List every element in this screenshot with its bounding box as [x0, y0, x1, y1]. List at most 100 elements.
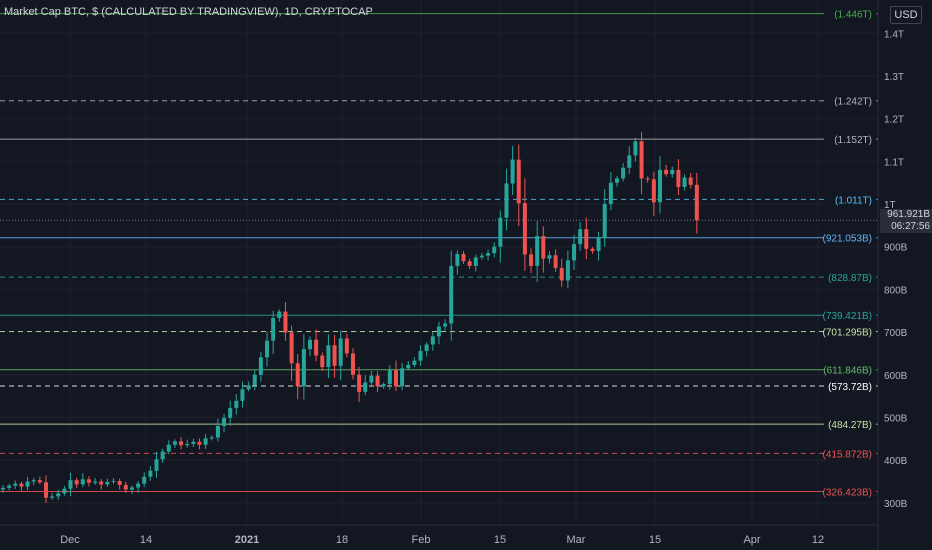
- candle-body: [37, 480, 42, 483]
- candle-body: [31, 480, 36, 482]
- level-label-bg: [824, 6, 876, 21]
- candle-body: [522, 203, 527, 255]
- level-label-bg: [824, 446, 876, 461]
- candle-body: [308, 339, 312, 350]
- candle-body: [461, 253, 466, 262]
- candle-body: [295, 363, 300, 387]
- currency-button[interactable]: USD: [890, 6, 922, 24]
- candle-body: [467, 261, 472, 266]
- level-label: (828.87B): [828, 273, 872, 284]
- level-label: (1.446T): [834, 10, 872, 21]
- candle-body: [136, 483, 141, 488]
- candle-body: [430, 336, 435, 345]
- candle-body: [670, 169, 675, 175]
- candle-body: [657, 169, 662, 203]
- candle-body: [559, 268, 564, 281]
- candle-body: [694, 184, 699, 221]
- candle-body: [547, 255, 552, 259]
- level-label-bg: [824, 417, 876, 432]
- candle-body: [142, 476, 147, 484]
- level-label: (1.011T): [835, 195, 872, 206]
- candle-body: [99, 481, 104, 485]
- candle-body: [1, 487, 5, 490]
- candle-body: [418, 350, 423, 361]
- x-tick-label: 2021: [235, 534, 259, 546]
- y-tick-label: 1.1T: [884, 157, 904, 168]
- candle-body: [129, 487, 134, 490]
- candle-body: [25, 481, 30, 487]
- candle-body: [381, 384, 386, 387]
- x-tick-label: 15: [494, 534, 506, 546]
- level-label: (573.72B): [828, 382, 872, 393]
- level-label: (611.846B): [823, 366, 872, 377]
- candle-body: [80, 479, 85, 485]
- x-tick-label: 14: [140, 534, 152, 546]
- candle-body: [363, 382, 368, 392]
- candle-body: [240, 389, 245, 401]
- y-tick-label: 600B: [884, 371, 908, 382]
- candle-body: [627, 155, 632, 168]
- level-label-bg: [824, 93, 876, 108]
- chart-title: Market Cap BTC, $ (CALCULATED BY TRADING…: [4, 6, 373, 18]
- candle-body: [406, 364, 411, 369]
- y-tick-label: 900B: [884, 243, 908, 254]
- candle-body: [338, 338, 343, 366]
- level-label-bg: [824, 132, 876, 147]
- candle-body: [111, 481, 116, 483]
- candle-body: [74, 480, 79, 485]
- candle-body: [13, 483, 18, 486]
- candle-body: [154, 459, 159, 471]
- candle-body: [191, 441, 196, 444]
- candle-body: [412, 360, 417, 365]
- price-axis-panel: [878, 0, 932, 550]
- y-tick-label: 400B: [884, 456, 908, 467]
- candle-body: [246, 385, 251, 390]
- y-tick-label: 800B: [884, 285, 908, 296]
- candle-body: [565, 260, 570, 281]
- candle-body: [332, 345, 337, 366]
- candle-body: [400, 368, 405, 387]
- candlesticks: [1, 131, 699, 503]
- candle-body: [479, 255, 484, 258]
- level-label: (1.242T): [834, 97, 872, 108]
- candle-body: [258, 357, 263, 375]
- candle-body: [215, 425, 220, 438]
- horizontal-levels: [0, 13, 878, 493]
- candle-body: [179, 441, 184, 446]
- candle-body: [117, 481, 122, 485]
- candle-body: [166, 444, 171, 452]
- candle-body: [320, 355, 325, 368]
- candle-body: [123, 484, 128, 490]
- candle-body: [424, 344, 429, 351]
- candle-body: [393, 370, 398, 387]
- candle-body: [301, 349, 306, 387]
- candle-body: [682, 177, 687, 187]
- level-label-bg: [824, 378, 876, 393]
- candle-body: [148, 470, 153, 477]
- candle-body: [633, 141, 638, 156]
- y-tick-label: 1.4T: [884, 29, 904, 40]
- candle-body: [369, 375, 374, 383]
- candle-body: [436, 326, 441, 337]
- candle-body: [375, 375, 380, 387]
- candle-body: [56, 493, 61, 497]
- level-label-bg: [824, 192, 876, 207]
- candle-body: [688, 177, 693, 185]
- candle-body: [664, 169, 669, 175]
- candle-body: [252, 374, 257, 386]
- candle-body: [265, 340, 270, 358]
- candle-body: [676, 169, 681, 187]
- candle-body: [529, 254, 534, 266]
- candle-body: [541, 236, 546, 259]
- candle-body: [651, 179, 656, 203]
- candle-body: [222, 417, 227, 426]
- candle-body: [271, 317, 276, 341]
- x-tick-label: 15: [649, 534, 661, 546]
- countdown-label: 06:27:56: [880, 221, 932, 233]
- candle-body: [449, 265, 454, 324]
- level-label-bg: [824, 484, 876, 499]
- y-tick-label: 500B: [884, 413, 908, 424]
- candle-body: [535, 236, 540, 266]
- x-axis: Dec 14 2021 18 Feb 15 Mar 15 Apr 12: [0, 524, 878, 546]
